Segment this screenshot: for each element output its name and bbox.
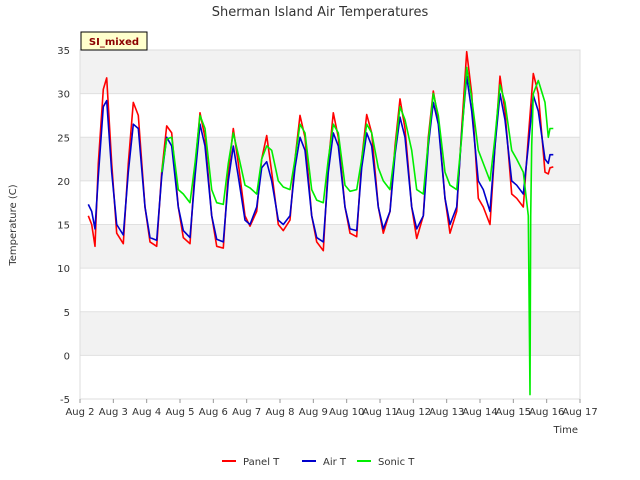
- y-axis-ticks: -5 0 5 10 15 20 25 30 35: [57, 46, 70, 406]
- chart-title: Sherman Island Air Temperatures: [212, 5, 429, 20]
- x-tick-label: Aug 3: [99, 407, 128, 418]
- x-tick-label: Aug 6: [199, 407, 228, 418]
- x-tick-label: Aug 13: [429, 407, 464, 418]
- plot-bands: [80, 50, 580, 356]
- y-tick-label: 30: [57, 90, 70, 101]
- plot-band: [80, 311, 580, 356]
- x-tick-label: Aug 7: [232, 407, 261, 418]
- site-annotation: SI_mixed: [80, 31, 148, 51]
- y-tick-label: 10: [57, 264, 70, 275]
- annotation-box: [80, 31, 148, 51]
- series-layer: [87, 50, 554, 396]
- legend: Panel T Air T Sonic T: [222, 457, 415, 468]
- x-tick-label: Aug 15: [496, 407, 531, 418]
- x-tick-label: Aug 4: [132, 407, 161, 418]
- y-tick-label: 25: [57, 133, 70, 144]
- plot-band: [80, 50, 580, 94]
- plot-frame: [79, 49, 581, 400]
- y-tick-label: -5: [60, 395, 70, 406]
- y-tick-label: 15: [57, 221, 70, 232]
- x-tick-label: Aug 11: [362, 407, 397, 418]
- y-tick-label: 20: [57, 177, 70, 188]
- x-tick-label: Aug 12: [396, 407, 431, 418]
- x-tick-label: Aug 17: [562, 407, 597, 418]
- y-tick-label: 35: [57, 46, 70, 57]
- x-tick-label: Aug 5: [165, 407, 194, 418]
- y-axis-title: Temperature (C): [8, 184, 19, 266]
- x-tick-label: Aug 10: [329, 407, 364, 418]
- x-axis-ticks: Aug 2 Aug 3 Aug 4 Aug 5 Aug 6 Aug 7 Aug 8 Aug 9…: [65, 399, 598, 418]
- series-line-air-t: [87, 75, 554, 243]
- x-tick-label: Aug 16: [529, 407, 564, 418]
- y-tick-label: 0: [64, 351, 70, 362]
- legend-label: Air T: [323, 457, 347, 468]
- x-tick-label: Aug 9: [299, 407, 328, 418]
- legend-label: Sonic T: [378, 457, 415, 468]
- x-tick-label: Aug 14: [462, 407, 497, 418]
- annotation-label: SI_mixed: [89, 37, 139, 48]
- x-tick-label: Aug 2: [65, 407, 94, 418]
- plot-band: [80, 224, 580, 269]
- x-axis-title: Time: [553, 425, 578, 436]
- y-tick-label: 5: [64, 308, 70, 319]
- x-tick-label: Aug 8: [265, 407, 294, 418]
- series-line-sonic-t: [160, 66, 554, 396]
- legend-label: Panel T: [243, 457, 280, 468]
